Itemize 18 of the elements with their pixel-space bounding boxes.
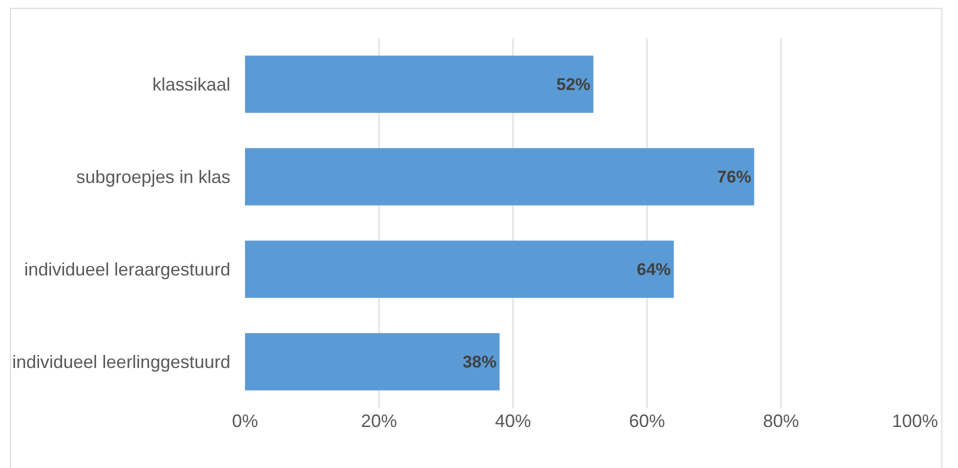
x-tick-label: 60% [628, 411, 666, 431]
bar [245, 148, 754, 206]
x-tick-label: 0% [232, 411, 258, 431]
y-tick-label: individueel leerlinggestuurd [12, 352, 230, 372]
data-label: 64% [636, 260, 671, 279]
x-tick-label: 20% [360, 411, 398, 431]
y-tick-label: subgroepjes in klas [76, 167, 230, 188]
bar [245, 240, 674, 298]
y-tick-label: klassikaal [152, 74, 230, 95]
data-label: 38% [462, 352, 497, 372]
bar [245, 56, 594, 113]
data-label: 52% [556, 74, 590, 94]
x-tick-label: 100% [892, 411, 938, 431]
x-tick-label: 80% [762, 411, 800, 431]
y-tick-label: individueel leraargestuurd [24, 260, 230, 280]
data-label: 76% [717, 167, 752, 186]
x-tick-label: 40% [494, 411, 532, 431]
bar [245, 333, 500, 390]
